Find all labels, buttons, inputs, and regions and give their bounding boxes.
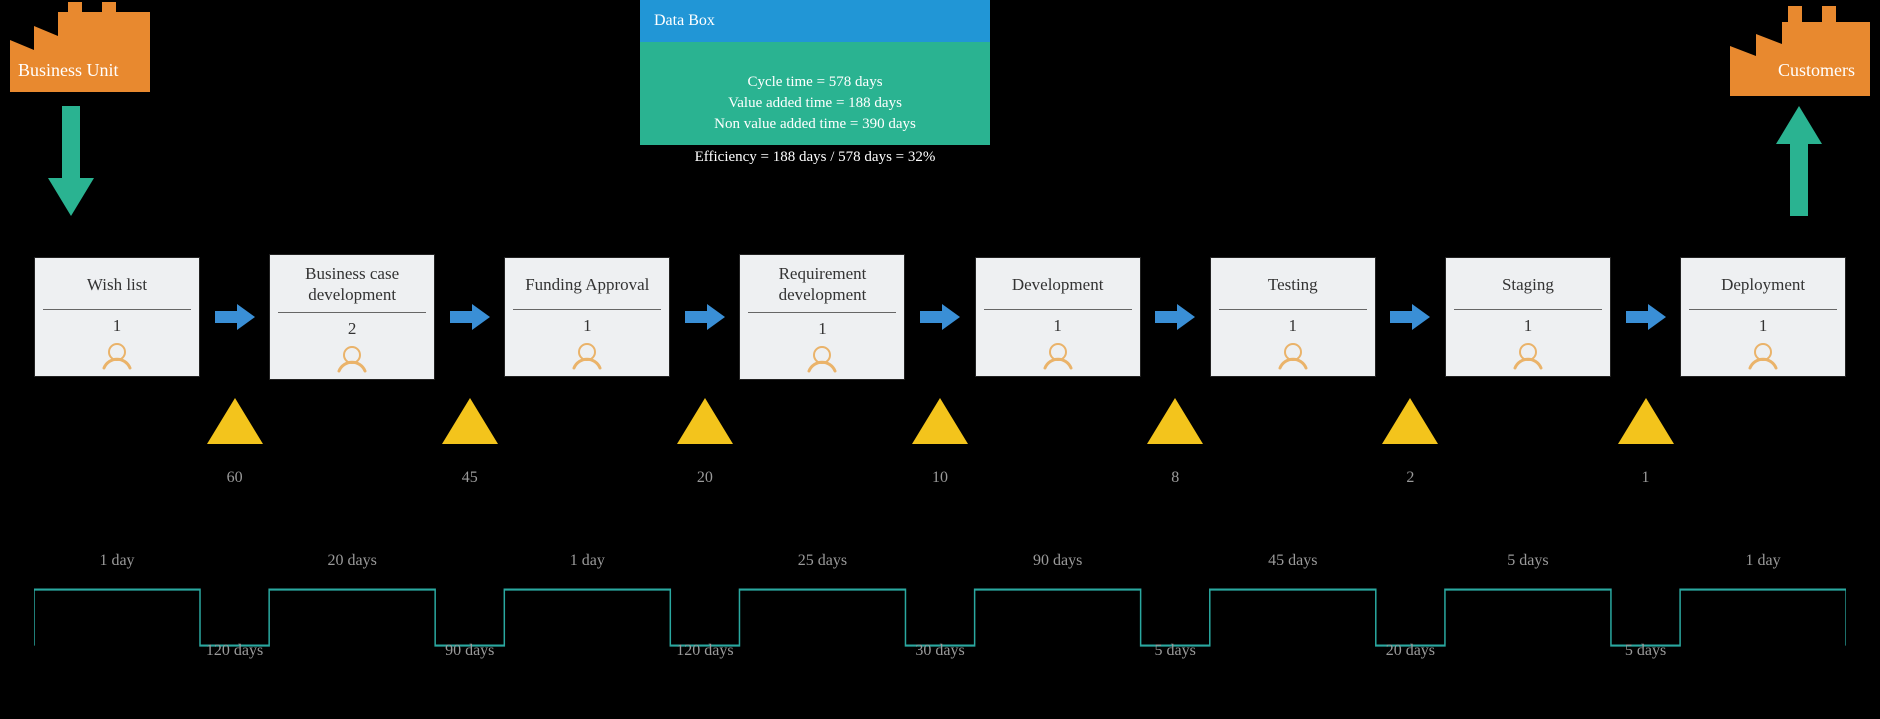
inventory-value: 1 <box>1606 469 1686 487</box>
process-box: Requirement development 1 <box>739 254 905 380</box>
process-count: 1 <box>43 310 191 340</box>
inventory-triangle: 60 <box>195 398 275 487</box>
person-icon <box>278 343 426 373</box>
inventory-value: 2 <box>1370 469 1450 487</box>
flow-arrow <box>1151 302 1199 332</box>
flow-arrow <box>211 302 259 332</box>
flow-arrow <box>1622 302 1670 332</box>
timeline-top-label: 20 days <box>327 552 376 570</box>
source-factory: Business Unit <box>10 6 150 92</box>
timeline-top-label: 1 day <box>99 552 134 570</box>
data-box-line: Cycle time = 578 days <box>650 72 980 93</box>
person-icon <box>1219 340 1367 370</box>
process-title: Wish list <box>43 266 191 310</box>
process-box: Development 1 <box>975 257 1141 377</box>
inventory-triangle: 8 <box>1135 398 1215 487</box>
process-box: Deployment 1 <box>1680 257 1846 377</box>
timeline-top-label: 1 day <box>570 552 605 570</box>
process-count: 1 <box>984 310 1132 340</box>
process-box: Funding Approval 1 <box>504 257 670 377</box>
timeline-top-label: 25 days <box>798 552 847 570</box>
process-title: Development <box>984 266 1132 310</box>
inventory-triangle: 1 <box>1606 398 1686 487</box>
timeline-bottom-label: 5 days <box>1155 642 1196 660</box>
flow-arrow <box>681 302 729 332</box>
process-count: 1 <box>513 310 661 340</box>
process-title: Staging <box>1454 266 1602 310</box>
flow-arrow <box>1386 302 1434 332</box>
process-title: Testing <box>1219 266 1367 310</box>
flow-arrow <box>916 302 964 332</box>
data-box-line: Non value added time = 390 days <box>650 114 980 135</box>
timeline-top-label: 5 days <box>1507 552 1548 570</box>
process-box: Wish list 1 <box>34 257 200 377</box>
process-row: Wish list 1 Business case development 2 … <box>34 254 1846 380</box>
process-box: Staging 1 <box>1445 257 1611 377</box>
data-box-line: Value added time = 188 days <box>650 93 980 114</box>
timeline-bottom-label: 5 days <box>1625 642 1666 660</box>
person-icon <box>43 340 191 370</box>
timeline-top-label: 90 days <box>1033 552 1082 570</box>
flow-arrow <box>446 302 494 332</box>
process-count: 1 <box>1689 310 1837 340</box>
timeline-bottom-label: 120 days <box>676 642 733 660</box>
process-title: Funding Approval <box>513 266 661 310</box>
process-title: Deployment <box>1689 266 1837 310</box>
process-title: Business case development <box>278 263 426 313</box>
timeline: 1 day20 days1 day25 days90 days45 days5 … <box>34 556 1846 696</box>
timeline-bottom-label: 30 days <box>915 642 964 660</box>
person-icon <box>1689 340 1837 370</box>
dest-factory-label: Customers <box>1778 60 1855 81</box>
inventory-triangle: 2 <box>1370 398 1450 487</box>
data-box-efficiency: Efficiency = 188 days / 578 days = 32% <box>640 145 990 170</box>
inventory-triangle: 45 <box>430 398 510 487</box>
source-arrow-down <box>48 106 94 221</box>
timeline-bottom-label: 20 days <box>1386 642 1435 660</box>
inventory-value: 60 <box>195 469 275 487</box>
process-box: Business case development 2 <box>269 254 435 380</box>
data-box-body: Cycle time = 578 days Value added time =… <box>640 42 990 145</box>
process-count: 1 <box>1454 310 1602 340</box>
inventory-value: 10 <box>900 469 980 487</box>
process-title: Requirement development <box>748 263 896 313</box>
data-box: Data Box Cycle time = 578 days Value add… <box>640 0 990 170</box>
inventory-value: 8 <box>1135 469 1215 487</box>
dest-factory: Customers <box>1730 6 1870 96</box>
process-box: Testing 1 <box>1210 257 1376 377</box>
data-box-header: Data Box <box>640 0 990 42</box>
timeline-bottom-label: 90 days <box>445 642 494 660</box>
inventory-value: 20 <box>665 469 745 487</box>
inventory-triangle: 20 <box>665 398 745 487</box>
timeline-top-label: 1 day <box>1746 552 1781 570</box>
person-icon <box>984 340 1132 370</box>
inventory-value: 45 <box>430 469 510 487</box>
person-icon <box>1454 340 1602 370</box>
inventory-row: 60 45 20 10 8 2 1 <box>34 398 1846 518</box>
inventory-triangle: 10 <box>900 398 980 487</box>
process-count: 1 <box>748 313 896 343</box>
person-icon <box>748 343 896 373</box>
person-icon <box>513 340 661 370</box>
process-count: 1 <box>1219 310 1367 340</box>
dest-arrow-up <box>1776 106 1822 221</box>
timeline-bottom-label: 120 days <box>206 642 263 660</box>
process-count: 2 <box>278 313 426 343</box>
timeline-top-label: 45 days <box>1268 552 1317 570</box>
source-factory-label: Business Unit <box>18 60 119 81</box>
